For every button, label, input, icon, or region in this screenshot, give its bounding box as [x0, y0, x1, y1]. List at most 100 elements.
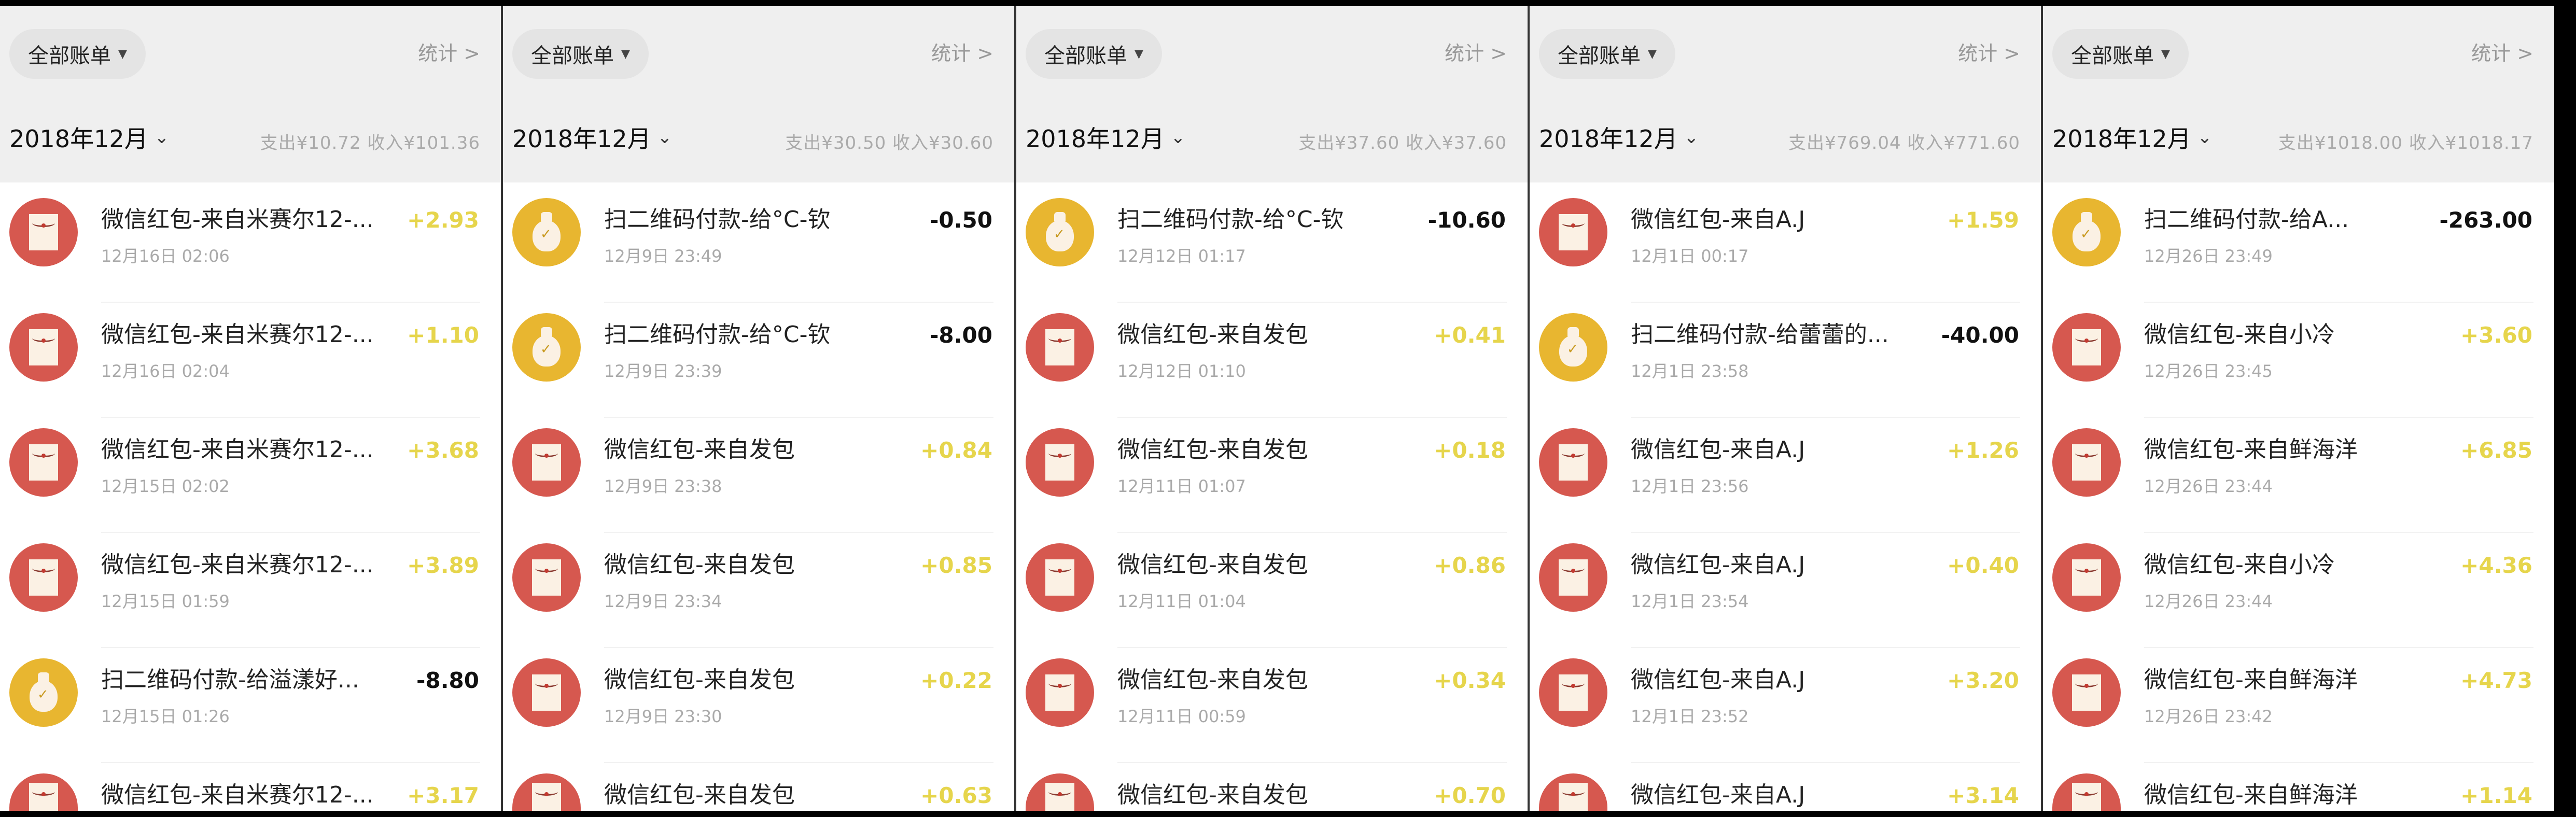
transaction-row[interactable]: 微信红包-来自小冷 12月26日 23:44 +4.36 — [2043, 533, 2554, 648]
statistics-link[interactable]: 统计 > — [1445, 42, 1507, 65]
month-summary: 支出¥30.50 收入¥30.60 — [785, 133, 993, 153]
transaction-amount: +0.85 — [920, 553, 992, 578]
transaction-row[interactable]: 扫二维码付款-给蕾蕾的... 12月1日 23:58 -40.00 — [1530, 303, 2041, 418]
all-bills-filter-button[interactable]: 全部账单 ▼ — [2052, 29, 2189, 79]
red-packet-icon — [1026, 658, 1094, 727]
transaction-row[interactable]: 微信红包-来自发包 +0.70 — [1016, 763, 1528, 811]
month-summary: 支出¥1018.00 收入¥1018.17 — [2278, 133, 2533, 153]
transaction-row[interactable]: 扫二维码付款-给°C-钦 12月9日 23:49 -0.50 — [503, 188, 1014, 303]
month-selector[interactable]: 2018年12月 ⌄ — [1026, 120, 1185, 154]
caret-down-icon: ▼ — [1135, 47, 1143, 61]
transaction-row[interactable]: 微信红包-来自米赛尔12-... +3.17 — [0, 763, 501, 811]
transaction-row[interactable]: 微信红包-来自小冷 12月26日 23:45 +3.60 — [2043, 303, 2554, 418]
transaction-amount: -40.00 — [1941, 322, 2019, 348]
transaction-row[interactable]: 微信红包-来自鲜海洋 12月26日 23:44 +6.85 — [2043, 418, 2554, 533]
bill-header: 全部账单 ▼ 统计 > 2018年12月 ⌄ 支出¥37.60 收入¥37.60 — [1016, 6, 1528, 182]
transaction-amount: +3.14 — [1947, 783, 2019, 808]
statistics-link[interactable]: 统计 > — [931, 42, 993, 65]
all-bills-filter-button[interactable]: 全部账单 ▼ — [1539, 29, 1675, 79]
transaction-row[interactable]: 微信红包-来自A.J 12月1日 23:56 +1.26 — [1530, 418, 2041, 533]
red-packet-icon — [1026, 428, 1094, 497]
caret-down-icon: ▼ — [1648, 47, 1657, 61]
month-selector[interactable]: 2018年12月 ⌄ — [9, 120, 169, 154]
transaction-row[interactable]: 微信红包-来自鲜海洋 12月26日 23:42 +4.73 — [2043, 648, 2554, 763]
transaction-amount: +0.41 — [1434, 322, 1506, 348]
transaction-title: 微信红包-来自发包 — [1117, 436, 1308, 463]
transaction-title: 扫二维码付款-给蕾蕾的... — [1631, 321, 1889, 348]
transaction-row[interactable]: 微信红包-来自A.J 12月1日 23:52 +3.20 — [1530, 648, 2041, 763]
chevron-down-icon: ⌄ — [154, 127, 170, 148]
transaction-amount: +2.93 — [407, 207, 479, 233]
red-packet-icon — [9, 428, 78, 497]
transaction-title: 微信红包-来自鲜海洋 — [2144, 436, 2358, 463]
transaction-row[interactable]: 微信红包-来自发包 +0.63 — [503, 763, 1014, 811]
transaction-date: 12月1日 23:54 — [1631, 591, 1749, 611]
transaction-title: 扫二维码付款-给°C-钦 — [604, 206, 831, 233]
transaction-amount: +4.73 — [2460, 668, 2532, 693]
month-summary: 支出¥37.60 收入¥37.60 — [1298, 133, 1507, 153]
transaction-title: 微信红包-来自发包 — [604, 552, 795, 578]
transaction-row[interactable]: 微信红包-来自发包 12月11日 00:59 +0.34 — [1016, 648, 1528, 763]
all-bills-filter-button[interactable]: 全部账单 ▼ — [9, 29, 146, 79]
transaction-row[interactable]: 微信红包-来自发包 12月11日 01:04 +0.86 — [1016, 533, 1528, 648]
month-selector[interactable]: 2018年12月 ⌄ — [2052, 120, 2212, 154]
transaction-title: 扫二维码付款-给°C-钦 — [604, 321, 831, 348]
filter-label: 全部账单 — [2071, 44, 2154, 68]
transaction-row[interactable]: 微信红包-来自发包 12月11日 01:07 +0.18 — [1016, 418, 1528, 533]
transaction-list: 微信红包-来自米赛尔12-... 12月16日 02:06 +2.93 微信红包… — [0, 188, 501, 811]
month-selector[interactable]: 2018年12月 ⌄ — [1539, 120, 1699, 154]
month-selector[interactable]: 2018年12月 ⌄ — [512, 120, 672, 154]
transaction-row[interactable]: 扫二维码付款-给°C-钦 12月12日 01:17 -10.60 — [1016, 188, 1528, 303]
transaction-row[interactable]: 扫二维码付款-给溢漾好... 12月15日 01:26 -8.80 — [0, 648, 501, 763]
bill-list-panel: 全部账单 ▼ 统计 > 2018年12月 ⌄ 支出¥30.50 收入¥30.60… — [501, 6, 1014, 811]
transaction-row[interactable]: 微信红包-来自鲜海洋 +1.14 — [2043, 763, 2554, 811]
filter-label: 全部账单 — [28, 44, 111, 68]
month-label: 2018年12月 — [1026, 125, 1165, 153]
transaction-list: 微信红包-来自A.J 12月1日 00:17 +1.59 扫二维码付款-给蕾蕾的… — [1530, 188, 2041, 811]
transaction-row[interactable]: 微信红包-来自A.J 12月1日 23:54 +0.40 — [1530, 533, 2041, 648]
transaction-row[interactable]: 微信红包-来自发包 12月9日 23:38 +0.84 — [503, 418, 1014, 533]
transaction-row[interactable]: 微信红包-来自发包 12月9日 23:30 +0.22 — [503, 648, 1014, 763]
transaction-row[interactable]: 微信红包-来自米赛尔12-... 12月16日 02:06 +2.93 — [0, 188, 501, 303]
transaction-row[interactable]: 扫二维码付款-给°C-钦 12月9日 23:39 -8.00 — [503, 303, 1014, 418]
transaction-row[interactable]: 微信红包-来自米赛尔12-... 12月15日 01:59 +3.89 — [0, 533, 501, 648]
transaction-amount: +1.14 — [2460, 783, 2532, 808]
transaction-row[interactable]: 微信红包-来自发包 12月12日 01:10 +0.41 — [1016, 303, 1528, 418]
transaction-row[interactable]: 微信红包-来自发包 12月9日 23:34 +0.85 — [503, 533, 1014, 648]
statistics-link[interactable]: 统计 > — [2471, 42, 2533, 65]
chevron-down-icon: ⌄ — [2197, 127, 2213, 148]
red-packet-icon — [1539, 543, 1607, 612]
chevron-down-icon: ⌄ — [1684, 127, 1699, 148]
transaction-title: 微信红包-来自发包 — [604, 667, 795, 693]
transaction-amount: -0.50 — [929, 207, 992, 233]
transaction-amount: +0.22 — [920, 668, 992, 693]
transaction-row[interactable]: 微信红包-来自米赛尔12-... 12月15日 02:02 +3.68 — [0, 418, 501, 533]
transaction-title: 扫二维码付款-给A... — [2144, 206, 2349, 233]
chevron-down-icon: ⌄ — [1170, 127, 1186, 148]
transaction-date: 12月15日 02:02 — [101, 476, 230, 496]
transaction-row[interactable]: 扫二维码付款-给A... 12月26日 23:49 -263.00 — [2043, 188, 2554, 303]
red-packet-icon — [1539, 773, 1607, 811]
red-packet-icon — [2052, 428, 2121, 497]
transaction-title: 扫二维码付款-给°C-钦 — [1117, 206, 1344, 233]
transaction-amount: +0.18 — [1434, 438, 1506, 463]
bill-list-panel: 全部账单 ▼ 统计 > 2018年12月 ⌄ 支出¥37.60 收入¥37.60… — [1014, 6, 1528, 811]
transaction-date: 12月26日 23:49 — [2144, 246, 2273, 266]
red-packet-icon — [1539, 198, 1607, 266]
transaction-row[interactable]: 微信红包-来自A.J +3.14 — [1530, 763, 2041, 811]
bill-header: 全部账单 ▼ 统计 > 2018年12月 ⌄ 支出¥10.72 收入¥101.3… — [0, 6, 501, 182]
transaction-date: 12月9日 23:38 — [604, 476, 722, 496]
transaction-row[interactable]: 微信红包-来自米赛尔12-... 12月16日 02:04 +1.10 — [0, 303, 501, 418]
transaction-title: 微信红包-来自A.J — [1631, 667, 1805, 693]
transaction-amount: +3.89 — [407, 553, 479, 578]
statistics-link[interactable]: 统计 > — [1958, 42, 2020, 65]
money-bag-icon — [2052, 198, 2121, 266]
red-packet-icon — [512, 773, 581, 811]
all-bills-filter-button[interactable]: 全部账单 ▼ — [1026, 29, 1162, 79]
month-summary: 支出¥10.72 收入¥101.36 — [260, 133, 480, 153]
bill-header: 全部账单 ▼ 统计 > 2018年12月 ⌄ 支出¥1018.00 收入¥101… — [2043, 6, 2554, 182]
all-bills-filter-button[interactable]: 全部账单 ▼ — [512, 29, 649, 79]
transaction-row[interactable]: 微信红包-来自A.J 12月1日 00:17 +1.59 — [1530, 188, 2041, 303]
transaction-amount: -8.80 — [416, 668, 479, 693]
statistics-link[interactable]: 统计 > — [418, 42, 480, 65]
